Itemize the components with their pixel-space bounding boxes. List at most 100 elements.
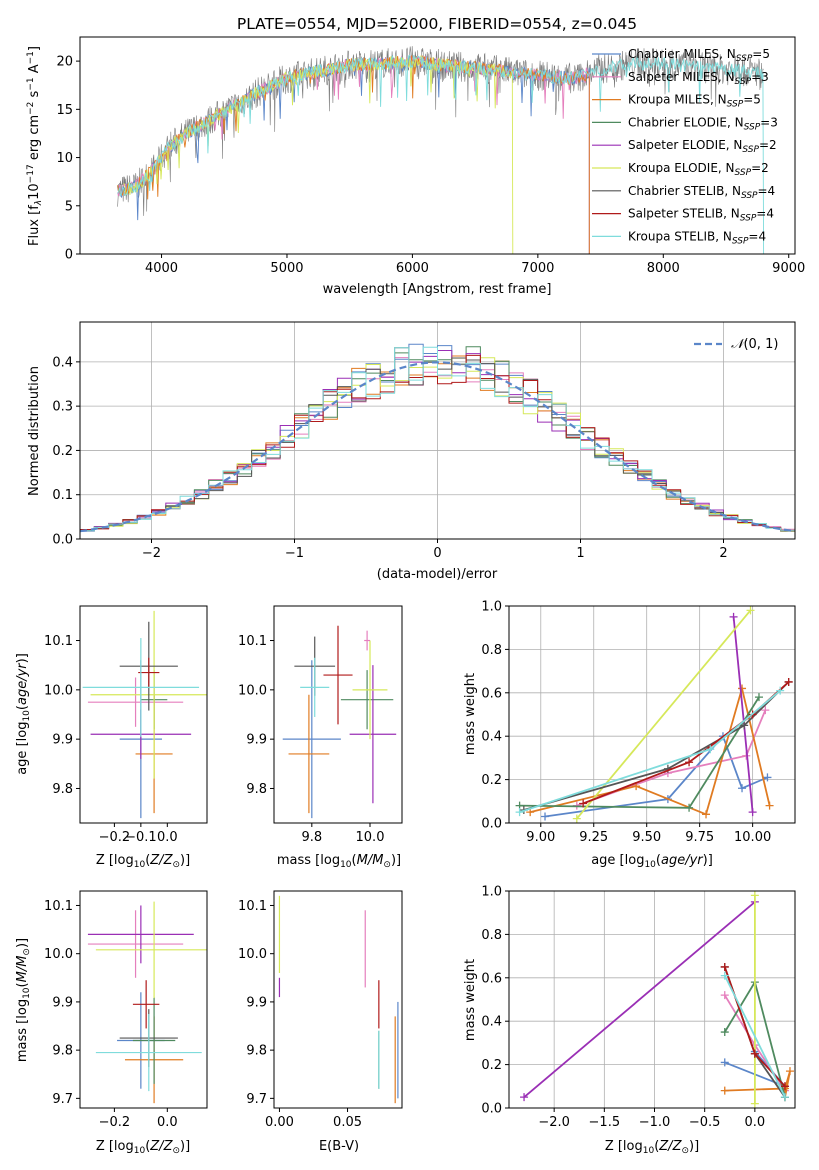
axes-frame xyxy=(508,605,796,824)
plot-area-massweight_vs_Z xyxy=(520,891,794,1108)
label-part: Z/Z xyxy=(149,1139,173,1154)
label-part: 10 xyxy=(22,987,32,999)
label-part: Z [log xyxy=(96,1139,134,1154)
axes-frame xyxy=(508,890,796,1109)
y-tick-label: 9.9 xyxy=(246,995,267,1010)
x-tick-label: −0.1 xyxy=(125,830,157,845)
series-marker xyxy=(729,612,738,621)
x-tick-label: 9000 xyxy=(772,261,805,276)
series-line xyxy=(523,681,790,811)
y-tick-label: 10.0 xyxy=(238,683,267,698)
legend-sub: SSP xyxy=(735,77,752,87)
x-axis-label: (data-model)/error xyxy=(377,567,498,582)
label-part: ⊙ xyxy=(172,1146,180,1156)
legend-entry: Salpeter STELIB, NSSP=4 xyxy=(628,207,774,224)
legend-entry: Chabrier ELODIE, NSSP=3 xyxy=(628,115,778,132)
y-tick-label: 0.2 xyxy=(52,444,73,459)
x-tick-label: 1 xyxy=(576,546,584,561)
label-part: ] xyxy=(27,46,42,51)
series-marker xyxy=(520,1093,529,1102)
legend-label: Salpeter ELODIE, N xyxy=(628,138,742,152)
label-part: mass [log xyxy=(277,853,340,868)
x-tick-label: 9.75 xyxy=(685,830,714,845)
axes-frame xyxy=(79,605,208,824)
x-tick-label: 0 xyxy=(433,546,441,561)
series-marker xyxy=(750,1099,759,1108)
label-part: A xyxy=(27,64,42,77)
plot-area-age_vs_Z xyxy=(82,610,207,819)
series-marker xyxy=(754,693,763,702)
legend-entry: 𝒩(0, 1) xyxy=(731,337,778,352)
series-marker xyxy=(776,686,785,695)
legend-label: Kroupa STELIB, N xyxy=(628,229,732,243)
series-marker xyxy=(541,812,550,821)
legend-entry: Kroupa MILES, NSSP=5 xyxy=(628,93,761,110)
y-tick-label: 0 xyxy=(65,248,73,263)
label-part: ( xyxy=(15,705,30,710)
label-part: M/M xyxy=(15,956,30,983)
y-tick-label: 9.8 xyxy=(52,782,73,797)
label-part: ( xyxy=(145,853,150,868)
y-tick-label: 0.0 xyxy=(52,533,73,548)
x-tick-label: 10.00 xyxy=(734,830,771,845)
model-spectrum xyxy=(117,54,765,254)
legend-entry: Chabrier MILES, NSSP=5 xyxy=(628,47,770,64)
series-marker xyxy=(761,706,770,715)
legend-label: Kroupa MILES, N xyxy=(628,93,727,107)
series-marker xyxy=(748,808,757,817)
y-tick-label: 10.1 xyxy=(238,899,267,914)
series-marker xyxy=(720,1058,729,1067)
x-tick-label: −2 xyxy=(142,546,161,561)
series-marker xyxy=(702,810,711,819)
y-tick-label: 1.0 xyxy=(481,885,502,900)
label-part: age/yr xyxy=(15,662,30,705)
series-line xyxy=(529,684,771,816)
y-axis-label: age [log10(age/yr)] xyxy=(15,653,32,775)
y-tick-label: 10.1 xyxy=(238,634,267,649)
label-part: erg cm xyxy=(27,115,42,164)
series-marker xyxy=(763,773,772,782)
x-tick-label: −1.5 xyxy=(589,1115,621,1130)
label-part: )] xyxy=(180,853,190,868)
legend-label: Chabrier ELODIE, N xyxy=(628,115,744,129)
y-tick-label: 0.6 xyxy=(481,686,502,701)
legend-suffix: =4 xyxy=(756,207,774,221)
label-part: age [log xyxy=(591,853,644,868)
label-part: )] xyxy=(180,1139,190,1154)
label-part: −17 xyxy=(26,164,36,183)
series-marker xyxy=(780,1082,789,1091)
y-tick-label: 9.9 xyxy=(246,733,267,748)
label-part: ( xyxy=(145,1139,150,1154)
x-tick-label: 7000 xyxy=(521,261,554,276)
legend-suffix: =3 xyxy=(751,70,769,84)
label-part: M/M xyxy=(357,853,384,868)
series-marker xyxy=(706,745,715,754)
y-tick-label: 10.0 xyxy=(44,683,73,698)
label-part: ⊙ xyxy=(383,860,391,870)
y-axis-label: mass weight xyxy=(463,959,478,1041)
y-tick-label: 20 xyxy=(56,55,73,70)
x-tick-label: 9.8 xyxy=(301,830,322,845)
label-part: ⊙ xyxy=(172,860,180,870)
series-marker xyxy=(750,1049,759,1058)
label-part: ( xyxy=(15,982,30,987)
legend-label: Salpeter MILES, N xyxy=(628,70,735,84)
y-tick-label: 0.4 xyxy=(52,355,73,370)
axes-mass_vs_Z: −0.2 0.09.79.89.910.010.1Z [log10(Z/Z⊙)]m… xyxy=(15,890,208,1156)
x-tick-label: 8000 xyxy=(647,261,680,276)
x-tick-label: −0.2 xyxy=(99,1115,131,1130)
x-tick-label: −0.2 xyxy=(99,830,131,845)
legend-entry: Chabrier STELIB, NSSP=4 xyxy=(628,184,775,201)
axes-frame xyxy=(273,605,403,824)
series-line xyxy=(576,709,767,807)
legend-sub: SSP xyxy=(740,214,757,224)
y-tick-label: 0.0 xyxy=(481,1102,502,1117)
y-tick-label: 0.2 xyxy=(481,773,502,788)
axes-spectrum: 4000 5000 6000 7000 8000 9000 0 5 10 15 20 waveleng… xyxy=(26,36,805,297)
y-tick-label: 10 xyxy=(56,151,73,166)
legend-sub: SSP xyxy=(735,168,752,178)
legend-entry: Salpeter ELODIE, NSSP=2 xyxy=(628,138,777,155)
model-spectrum xyxy=(117,55,590,254)
x-tick-label: 6000 xyxy=(396,261,429,276)
model-spectrum xyxy=(117,55,590,254)
